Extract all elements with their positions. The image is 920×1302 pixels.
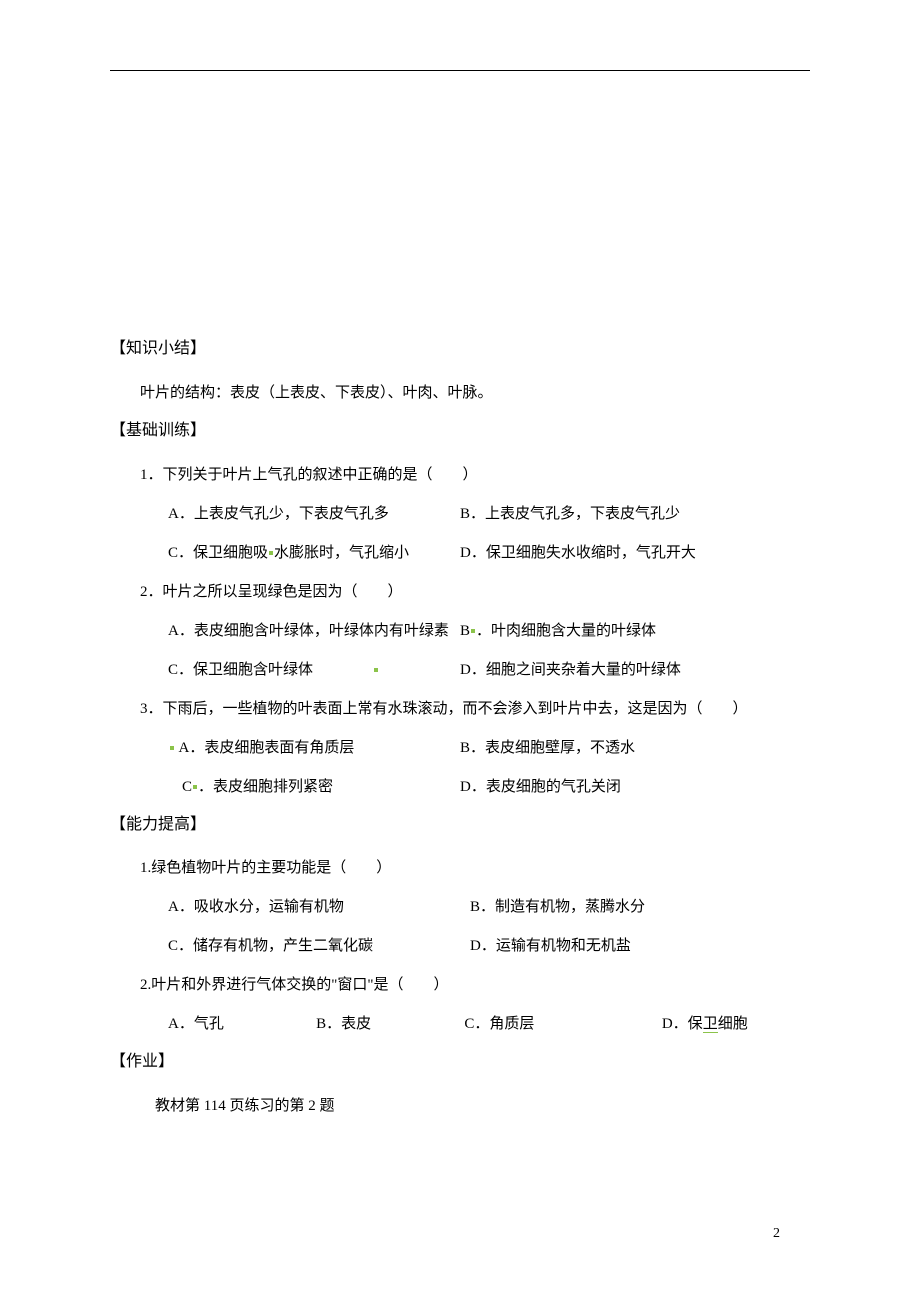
ability-q2-options: A．气孔 B．表皮 C．角质层 D．保卫细胞 <box>110 1005 810 1044</box>
ability-q2-optD-suffix: 细胞 <box>718 1016 748 1032</box>
homework-content: 教材第 114 页练习的第 2 题 <box>110 1087 810 1126</box>
ability-q1-optA: A．吸收水分，运输有机物 <box>110 888 450 927</box>
basic-q3-options-row1: A．表皮细胞表面有角质层 B．表皮细胞壁厚，不透水 <box>110 729 810 768</box>
green-dot-marker <box>170 746 174 750</box>
ability-q2-optD-underlined: 卫 <box>703 1017 718 1033</box>
basic-q2-optB-prefix: B <box>460 623 470 639</box>
basic-q1-options-row1: A．上表皮气孔少，下表皮气孔多 B．上表皮气孔多，下表皮气孔少 <box>110 495 810 534</box>
basic-q2-optA: A．表皮细胞含叶绿体，叶绿体内有叶绿素 <box>110 612 450 651</box>
green-dot-marker <box>193 785 197 789</box>
section-heading-ability: 【能力提高】 <box>110 807 810 844</box>
basic-q1-options-row2: C．保卫细胞吸水膨胀时，气孔缩小 D．保卫细胞失水收缩时，气孔开大 <box>110 534 810 573</box>
basic-q2-optC-text: C．保卫细胞含叶绿体 <box>168 662 313 678</box>
section-heading-knowledge: 【知识小结】 <box>110 331 810 368</box>
green-dot-marker <box>269 551 273 555</box>
basic-q2-optC: C．保卫细胞含叶绿体 <box>110 651 450 690</box>
basic-q3-optB: B．表皮细胞壁厚，不透水 <box>450 729 635 768</box>
basic-q1-stem: 1．下列关于叶片上气孔的叙述中正确的是（ ） <box>110 456 810 495</box>
basic-q3-optD: D．表皮细胞的气孔关闭 <box>450 768 621 807</box>
basic-q3-stem: 3．下雨后，一些植物的叶表面上常有水珠滚动，而不会渗入到叶片中去，这是因为（ ） <box>110 690 810 729</box>
basic-q1-optD: D．保卫细胞失水收缩时，气孔开大 <box>450 534 696 573</box>
ability-q2-optB: B．表皮 <box>316 1005 464 1044</box>
basic-q2-optD: D．细胞之间夹杂着大量的叶绿体 <box>450 651 681 690</box>
basic-q3-options-row2: C ．表皮细胞排列紧密 D．表皮细胞的气孔关闭 <box>110 768 810 807</box>
basic-q2-options-row1: A．表皮细胞含叶绿体，叶绿体内有叶绿素 B ．叶肉细胞含大量的叶绿体 <box>110 612 810 651</box>
basic-q2-options-row2: C．保卫细胞含叶绿体 D．细胞之间夹杂着大量的叶绿体 <box>110 651 810 690</box>
knowledge-content: 叶片的结构：表皮（上表皮、下表皮）、叶肉、叶脉。 <box>110 374 810 413</box>
basic-q1-optC-suffix: 水膨胀时，气孔缩小 <box>274 545 409 561</box>
ability-q1-optD: D．运输有机物和无机盐 <box>450 927 631 966</box>
basic-q3-optC-suffix: ．表皮细胞排列紧密 <box>198 779 333 795</box>
ability-q1-optB: B．制造有机物，蒸腾水分 <box>450 888 645 927</box>
basic-q3-optC: C ．表皮细胞排列紧密 <box>110 768 450 807</box>
section-heading-homework: 【作业】 <box>110 1044 810 1081</box>
basic-q3-optA-text: A．表皮细胞表面有角质层 <box>179 740 355 756</box>
basic-q2-optB: B ．叶肉细胞含大量的叶绿体 <box>450 612 656 651</box>
page-container: 【知识小结】 叶片的结构：表皮（上表皮、下表皮）、叶肉、叶脉。 【基础训练】 1… <box>0 0 920 1302</box>
ability-q2-optA: A．气孔 <box>168 1005 316 1044</box>
green-dot-marker <box>374 668 378 672</box>
basic-q1-optC: C．保卫细胞吸水膨胀时，气孔缩小 <box>110 534 450 573</box>
page-number: 2 <box>773 1226 780 1242</box>
ability-q2-optC: C．角质层 <box>464 1005 662 1044</box>
section-heading-basic-training: 【基础训练】 <box>110 413 810 450</box>
basic-q3-optA: A．表皮细胞表面有角质层 <box>110 729 450 768</box>
ability-q1-options-row1: A．吸收水分，运输有机物 B．制造有机物，蒸腾水分 <box>110 888 810 927</box>
basic-q1-optC-prefix: C．保卫细胞吸 <box>168 545 268 561</box>
ability-q1-optC: C．储存有机物，产生二氧化碳 <box>110 927 450 966</box>
ability-q2-optD: D．保卫细胞 <box>662 1005 810 1044</box>
ability-q1-options-row2: C．储存有机物，产生二氧化碳 D．运输有机物和无机盐 <box>110 927 810 966</box>
basic-q1-optA: A．上表皮气孔少，下表皮气孔多 <box>110 495 450 534</box>
ability-q1-stem: 1.绿色植物叶片的主要功能是（ ） <box>110 849 810 888</box>
basic-q2-stem: 2．叶片之所以呈现绿色是因为（ ） <box>110 573 810 612</box>
top-divider-line <box>110 70 810 71</box>
ability-q2-stem: 2.叶片和外界进行气体交换的"窗口"是（ ） <box>110 966 810 1005</box>
basic-q1-optB: B．上表皮气孔多，下表皮气孔少 <box>450 495 680 534</box>
basic-q2-optB-suffix: ．叶肉细胞含大量的叶绿体 <box>476 623 656 639</box>
basic-q3-optC-prefix: C <box>182 779 192 795</box>
green-dot-marker <box>471 629 475 633</box>
ability-q2-optD-prefix: D．保 <box>662 1016 703 1032</box>
